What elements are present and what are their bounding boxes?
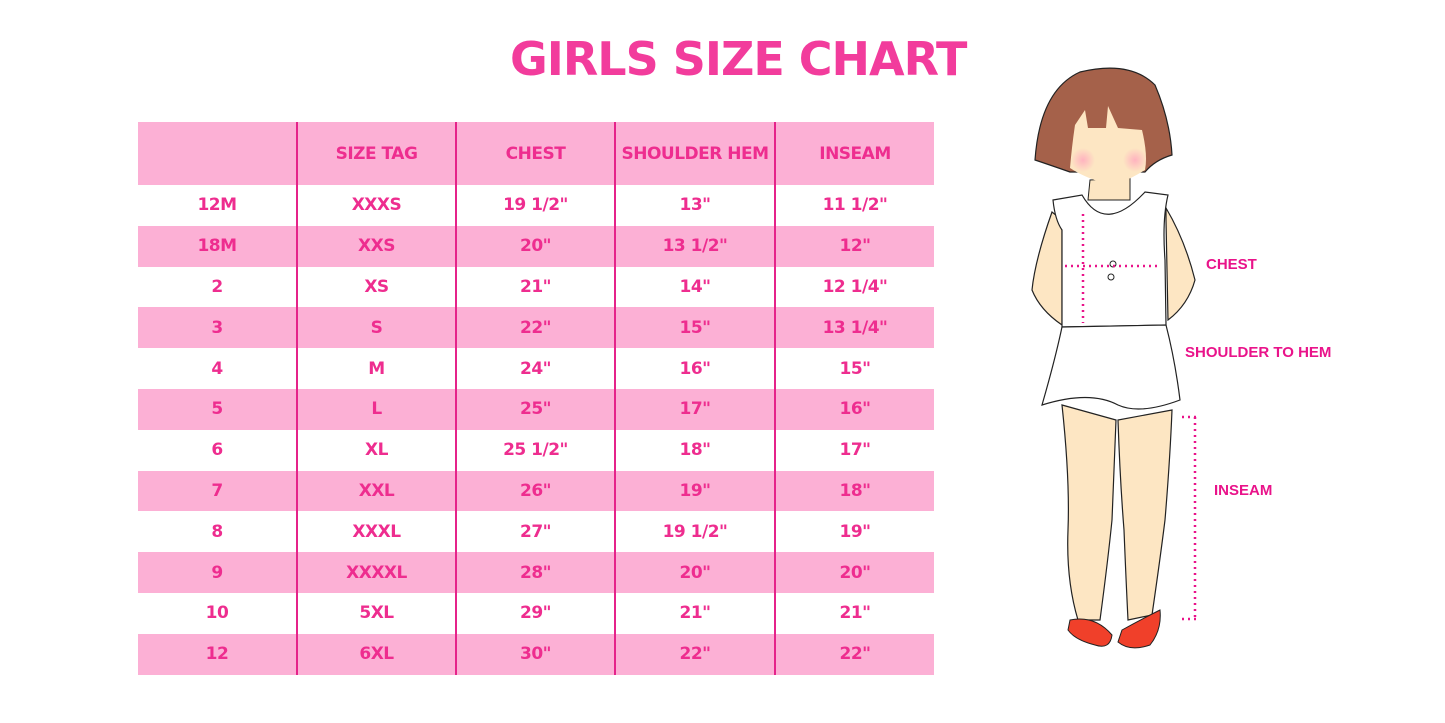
- cell-size: 3: [138, 307, 297, 349]
- cell-size-tag: XXXL: [296, 511, 456, 553]
- cell-inseam: 17": [774, 429, 934, 471]
- cell-inseam: 18": [774, 470, 934, 512]
- cell-chest: 25 1/2": [455, 429, 615, 471]
- cell-size: 5: [138, 388, 297, 430]
- cell-size-tag: S: [296, 307, 456, 349]
- cell-chest: 29": [455, 592, 615, 634]
- table-row: 3 S 22" 15" 13 1/4": [138, 307, 934, 349]
- cell-chest: 27": [455, 511, 615, 553]
- size-chart-table: SIZE TAG CHEST SHOULDER HEM INSEAM 12M XX…: [138, 122, 934, 675]
- cell-chest: 24": [455, 348, 615, 389]
- cell-chest: 22": [455, 307, 615, 349]
- cell-size: 9: [138, 552, 297, 593]
- cell-shoulder-hem: 20": [614, 552, 775, 593]
- cell-size: 2: [211, 276, 223, 297]
- cell-shoulder-hem: 22": [614, 633, 775, 675]
- cell-size: 12M: [197, 195, 237, 216]
- cell-shoulder-hem: 21": [614, 592, 775, 634]
- cell-size-tag: XXS: [296, 225, 456, 267]
- cell-chest: 28": [455, 552, 615, 593]
- shoulder-to-hem-label: SHOULDER TO HEM: [1185, 344, 1332, 361]
- cell-shoulder-hem: 16": [614, 348, 775, 389]
- cell-size-tag: M: [296, 348, 456, 389]
- girl-figure-illustration: [1031, 67, 1200, 649]
- cell-shoulder-hem: 19": [614, 470, 775, 512]
- table-row: 2 XS 21" 14" 12 1/4": [138, 266, 934, 308]
- chest-label: CHEST: [1206, 256, 1257, 273]
- table-row: 9 XXXXL 28" 20" 20": [138, 552, 934, 593]
- cell-chest: 25": [455, 388, 615, 430]
- header-size-tag: SIZE TAG: [296, 122, 456, 185]
- cell-size: 7: [138, 470, 297, 512]
- table-row: 12 6XL 30" 22" 22": [138, 633, 934, 675]
- cell-size: 18M: [138, 225, 297, 267]
- cell-inseam: 12 1/4": [774, 266, 934, 308]
- cell-size-tag: 5XL: [296, 592, 456, 634]
- cell-shoulder-hem: 17": [614, 388, 775, 430]
- table-header-row: SIZE TAG CHEST SHOULDER HEM INSEAM: [138, 122, 934, 185]
- cell-size-tag: 6XL: [296, 633, 456, 675]
- cell-size: 8: [211, 521, 223, 542]
- cell-inseam: 19": [774, 511, 934, 553]
- cell-chest: 21": [455, 266, 615, 308]
- table-row: 7 XXL 26" 19" 18": [138, 470, 934, 512]
- cell-chest: 19 1/2": [455, 185, 615, 226]
- page-title: GIRLS SIZE CHART: [510, 32, 967, 86]
- cell-shoulder-hem: 14": [614, 266, 775, 308]
- cell-size: 12: [138, 633, 297, 675]
- cell-size: 10: [205, 603, 229, 624]
- table-row: 6 XL 25 1/2" 18" 17": [138, 429, 934, 471]
- cell-size-tag: XL: [296, 429, 456, 471]
- header-shoulder-hem: SHOULDER HEM: [614, 122, 775, 185]
- cell-inseam: 20": [774, 552, 934, 593]
- cell-size: 4: [211, 358, 223, 379]
- cell-inseam: 15": [774, 348, 934, 389]
- cell-inseam: 22": [774, 633, 934, 675]
- header-chest: CHEST: [455, 122, 615, 185]
- header-inseam: INSEAM: [774, 122, 934, 185]
- cell-shoulder-hem: 15": [614, 307, 775, 349]
- header-size: [138, 122, 297, 185]
- cell-inseam: 12": [774, 225, 934, 267]
- cell-size-tag: XXL: [296, 470, 456, 512]
- cell-shoulder-hem: 13": [614, 185, 775, 226]
- cell-shoulder-hem: 18": [614, 429, 775, 471]
- table-row: 4 M 24" 16" 15": [138, 348, 934, 389]
- cell-size-tag: L: [296, 388, 456, 430]
- cell-size-tag: XXXXL: [296, 552, 456, 593]
- cell-chest: 30": [455, 633, 615, 675]
- table-row: 5 L 25" 17" 16": [138, 388, 934, 430]
- measurement-illustration: CHEST SHOULDER TO HEM INSEAM: [1000, 60, 1440, 670]
- cell-chest: 20": [455, 225, 615, 267]
- cell-inseam: 16": [774, 388, 934, 430]
- cell-size: 6: [211, 440, 223, 461]
- cell-shoulder-hem: 19 1/2": [614, 511, 775, 553]
- cell-size-tag: XXXS: [296, 185, 456, 226]
- cell-inseam: 13 1/4": [774, 307, 934, 349]
- cell-inseam: 11 1/2": [774, 185, 934, 226]
- table-row: 10 5XL 29" 21" 21": [138, 592, 934, 634]
- cell-inseam: 21": [774, 592, 934, 634]
- table-row: 8 XXXL 27" 19 1/2" 19": [138, 511, 934, 553]
- inseam-label: INSEAM: [1214, 482, 1273, 499]
- table-row: 18M XXS 20" 13 1/2" 12": [138, 225, 934, 267]
- cell-chest: 26": [455, 470, 615, 512]
- table-row: 12M XXXS 19 1/2" 13" 11 1/2": [138, 185, 934, 226]
- cell-shoulder-hem: 13 1/2": [614, 225, 775, 267]
- cell-size-tag: XS: [296, 266, 456, 308]
